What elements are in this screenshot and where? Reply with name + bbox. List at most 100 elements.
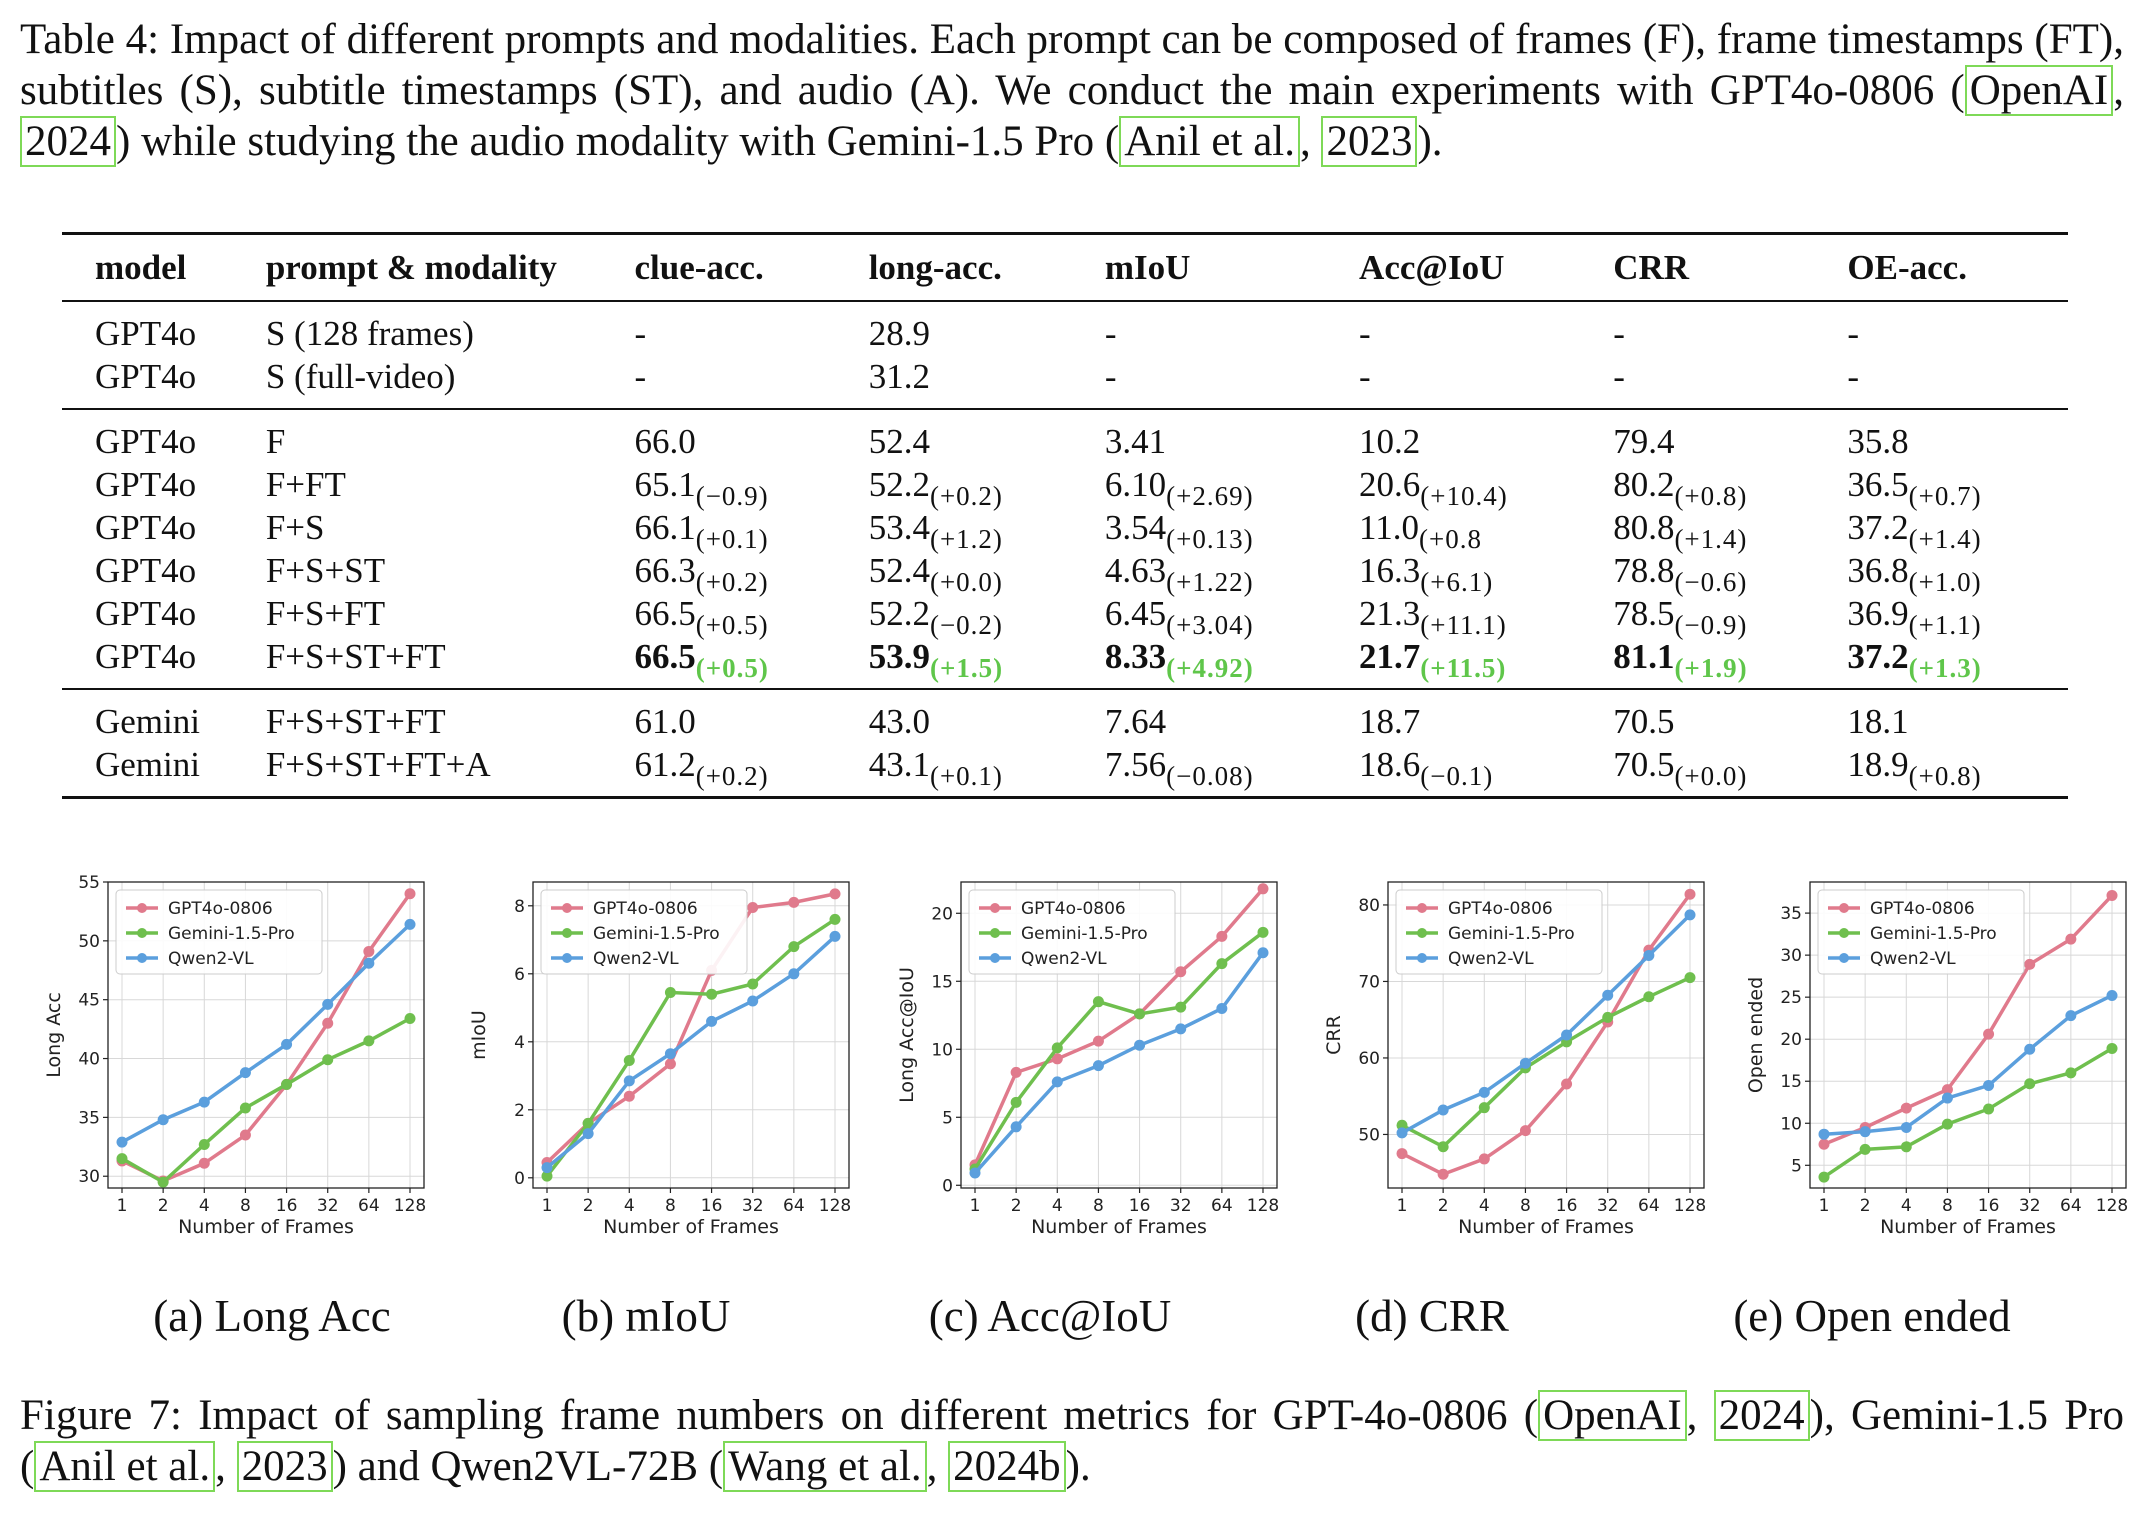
metric-value: 80.8	[1613, 507, 1675, 547]
citation-link-2024[interactable]: 2024	[1713, 1390, 1810, 1441]
citation-link-2024[interactable]: 2024	[20, 116, 116, 167]
data-point	[404, 888, 416, 900]
metric-value: 43.1	[868, 744, 930, 784]
x-tick-label: 128	[1674, 1196, 1706, 1216]
metric-value: 52.4	[868, 550, 930, 590]
metric-value: 16.3	[1359, 550, 1421, 590]
x-tick-label: 64	[2060, 1196, 2082, 1216]
data-point	[1257, 947, 1269, 959]
y-tick-label: 6	[514, 965, 525, 985]
metric-value: 79.4	[1613, 421, 1675, 461]
series-line-1	[121, 1016, 411, 1185]
citation-link-2023[interactable]: 2023	[236, 1441, 333, 1492]
data-point	[2024, 1078, 2036, 1090]
data-point	[1818, 1128, 1830, 1140]
x-tick-label: 32	[1597, 1196, 1619, 1216]
x-axis-label: Number of Frames	[603, 1216, 779, 1238]
metric-value: 61.0	[634, 701, 696, 741]
legend-label: Qwen2-VL	[1870, 949, 1956, 969]
citation-link-openai[interactable]: OpenAI	[1964, 65, 2114, 116]
table-row: GPT4o F+S+ST 66.3(+0.2) 52.4(+0.0) 4.63(+1.2…	[62, 549, 2068, 597]
cell-metric: 3.41	[1104, 408, 1360, 463]
x-tick-label: 16	[1129, 1196, 1151, 1216]
data-point	[1859, 1126, 1871, 1138]
data-point	[747, 978, 759, 990]
metric-value: 3.41	[1104, 421, 1167, 461]
metric-value: -	[1104, 313, 1117, 353]
cell-prompt: F+S+ST+FT	[265, 636, 446, 676]
legend-label: Gemini-1.5-Pro	[168, 924, 295, 944]
legend-swatch-marker	[1839, 928, 1849, 938]
metric-delta: (+0.1)	[929, 760, 1003, 791]
y-axis-label: Long Acc	[43, 992, 65, 1078]
data-point	[829, 888, 841, 900]
caption-text: Figure 7: Impact of sampling frame numbe…	[20, 1392, 1539, 1439]
y-axis-label: CRR	[1323, 1015, 1345, 1055]
metric-delta: (+0.2)	[695, 760, 769, 791]
metric-value: 20.6	[1359, 464, 1421, 504]
metric-delta: (+0.13)	[1166, 523, 1254, 554]
caption-text: ,	[2113, 67, 2124, 114]
y-tick-label: 25	[1780, 988, 1802, 1008]
legend-box	[115, 889, 323, 975]
legend-label: Gemini-1.5-Pro	[1448, 924, 1575, 944]
citation-link-anil[interactable]: Anil et al.	[1119, 116, 1300, 167]
metric-value: 80.2	[1613, 464, 1675, 504]
metric-value: 21.7	[1359, 636, 1421, 676]
data-point	[1092, 1060, 1104, 1072]
data-point	[788, 896, 800, 908]
table-row: GPT4o F+S 66.1(+0.1) 53.4(+1.2) 3.54(+0.13) 1…	[62, 506, 2068, 554]
data-point	[1010, 1096, 1022, 1108]
x-tick-label: 2	[1860, 1196, 1871, 1216]
legend-box	[540, 889, 748, 975]
data-point	[363, 957, 375, 969]
header-miou: mIoU	[1104, 232, 1360, 302]
metric-value: -	[1613, 356, 1625, 396]
data-point	[1478, 1102, 1490, 1114]
metric-value: 4.63	[1104, 550, 1167, 590]
data-point	[969, 1167, 981, 1179]
table-row: GPT4o F+S+ST+FT 66.5(+0.5) 53.9(+1.5) 8.33(+…	[62, 635, 2068, 689]
x-tick-label: 64	[358, 1196, 380, 1216]
metric-value: 70.5	[1613, 744, 1675, 784]
x-tick-label: 4	[624, 1196, 635, 1216]
citation-link-2023[interactable]: 2023	[1321, 116, 1418, 167]
metric-delta: (+1.0)	[1908, 566, 1982, 597]
metric-value: -	[634, 356, 647, 396]
cell-metric: 18.6(−0.1)	[1359, 743, 1614, 799]
caption-text: ).	[1065, 1443, 1091, 1490]
y-axis-label: mIoU	[468, 1010, 490, 1060]
x-tick-label: 8	[1942, 1196, 1953, 1216]
cell-metric: 6.10(+2.69)	[1105, 463, 1359, 511]
metric-value: 21.3	[1359, 593, 1421, 633]
metric-value: 65.1	[634, 464, 696, 504]
x-axis-label: Number of Frames	[1880, 1216, 2056, 1238]
cell-metric: 61.0	[634, 688, 869, 743]
cell-prompt: S (full-video)	[265, 356, 456, 396]
cell-metric: 70.5	[1613, 688, 1848, 743]
legend-swatch-marker	[1417, 928, 1427, 938]
data-point	[1983, 1028, 1995, 1040]
data-point	[1519, 1125, 1531, 1137]
citation-link-2024b[interactable]: 2024b	[948, 1441, 1066, 1492]
metric-delta: (+10.4)	[1420, 480, 1508, 511]
x-axis-label: Number of Frames	[178, 1216, 354, 1238]
citation-link-openai[interactable]: OpenAI	[1538, 1390, 1687, 1441]
cell-metric: 66.5(+0.5)	[634, 592, 868, 640]
x-tick-label: 64	[1211, 1196, 1233, 1216]
cell-metric: 8.33(+4.92)	[1105, 635, 1359, 689]
legend-swatch-marker	[990, 903, 1000, 913]
citation-link-wang[interactable]: Wang et al.	[723, 1441, 927, 1492]
x-tick-label: 8	[1093, 1196, 1104, 1216]
metric-delta: (+1.4)	[1674, 523, 1748, 554]
metric-value: 7.56	[1104, 744, 1167, 784]
metric-delta: (+1.2)	[929, 523, 1003, 554]
metric-delta: (+0.7)	[1908, 480, 1982, 511]
y-axis-label: Open ended	[1745, 977, 1767, 1093]
metric-delta: (+0.5)	[695, 652, 769, 683]
data-point	[582, 1117, 594, 1129]
citation-link-anil[interactable]: Anil et al.	[34, 1441, 216, 1492]
data-point	[788, 941, 800, 953]
data-point	[116, 1153, 128, 1165]
